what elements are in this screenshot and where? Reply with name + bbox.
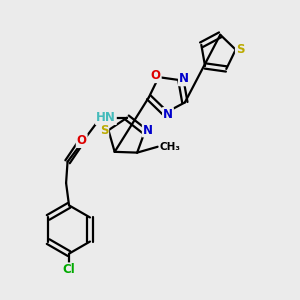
Text: CH₃: CH₃ — [159, 142, 180, 152]
Text: N: N — [163, 108, 173, 121]
Text: O: O — [77, 134, 87, 147]
Text: N: N — [143, 124, 153, 136]
Text: S: S — [100, 124, 108, 137]
Text: N: N — [179, 72, 189, 85]
Text: S: S — [236, 43, 244, 56]
Text: Cl: Cl — [63, 263, 75, 276]
Text: O: O — [151, 69, 161, 82]
Text: HN: HN — [96, 111, 116, 124]
